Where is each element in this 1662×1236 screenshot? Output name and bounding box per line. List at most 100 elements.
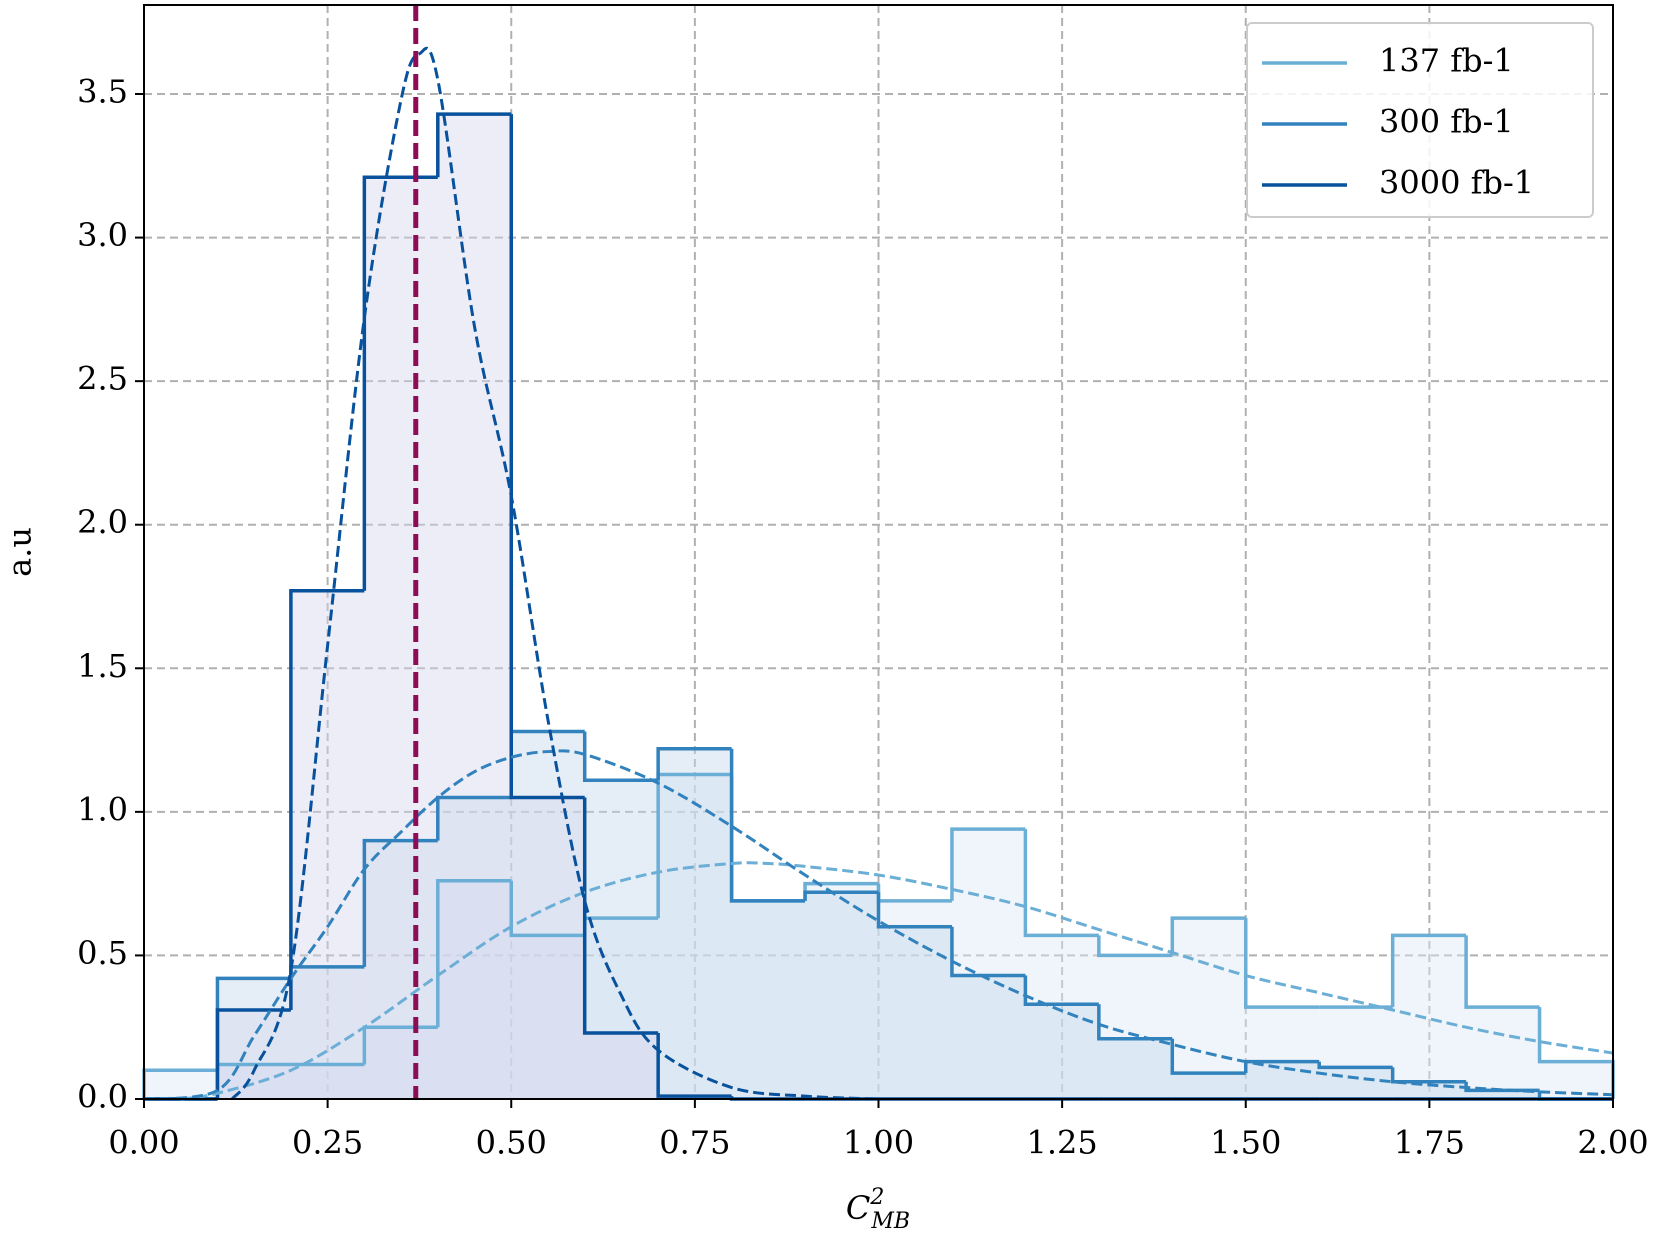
hist-bar-fill: [1245, 1061, 1320, 1099]
hist-bar-fill: [364, 1027, 438, 1099]
hist-step: [656, 1032, 732, 1098]
hist-step: [950, 926, 1026, 978]
axes: 0.00 0.25 0.50 0.75 1.00 1.25 1.50 1.75 2.00 0.0 0…: [77, 4, 1649, 1162]
hist-step: [582, 731, 659, 783]
hist-step: [1317, 1061, 1393, 1070]
hist-bar-fill: [1466, 1007, 1540, 1099]
hist-bar-fill: [1466, 1090, 1540, 1099]
y-tick-label: 3.5: [77, 73, 128, 111]
hist-bar-fill: [290, 966, 365, 1099]
hist-step: [1097, 935, 1173, 958]
y-tick-label: 0.5: [77, 934, 128, 972]
hist-bar-fill: [437, 880, 512, 1099]
hist-bar-fill: [731, 900, 806, 1099]
hist-bar-fill: [805, 883, 879, 1099]
hist-step: [1023, 975, 1099, 1006]
hist-bar-fill: [1172, 918, 1246, 1099]
legend-label: 137 fb-1: [1379, 42, 1514, 80]
hist-step: [215, 1008, 291, 1099]
hist-step: [582, 797, 659, 1035]
hist-bar-fill: [584, 1032, 659, 1099]
x-tick-label: 1.00: [843, 1124, 914, 1162]
hist-step: [876, 892, 952, 929]
hist-bar-fill: [437, 797, 512, 1099]
hist-step: [436, 795, 512, 841]
hist-step: [950, 827, 1026, 901]
hist-bar-fill: [290, 590, 365, 1099]
hist-bar-fill: [1098, 1038, 1173, 1099]
x-label-sub: MB: [870, 1209, 910, 1234]
hist-bar-fill: [511, 797, 585, 1099]
hist-step: [1170, 1038, 1246, 1075]
hist-bar-fill: [878, 900, 952, 1099]
hist-bar-fill: [658, 748, 732, 1099]
hist-bar-fill: [584, 918, 659, 1099]
hist-step: [1390, 1067, 1467, 1084]
x-label-sup: 2: [869, 1185, 884, 1210]
hist-step: [509, 114, 585, 800]
y-tick-label: 1.0: [77, 790, 128, 828]
hist-step: [729, 748, 806, 903]
y-axis-label: a.u: [1, 527, 39, 577]
hist-bar-fill: [805, 892, 879, 1099]
hist-step: [1464, 935, 1540, 1009]
hist-bar-fill: [364, 177, 438, 1100]
hist-step: [656, 746, 732, 781]
hist-bar-fill: [658, 774, 732, 1099]
hist-bar-fill: [1319, 1067, 1393, 1099]
hist-bar-fill: [1392, 935, 1467, 1099]
hist-bar-fill: [290, 1064, 365, 1099]
hist-bar-fill: [144, 1070, 218, 1099]
hist-bar-fill: [1172, 1073, 1246, 1099]
hist-bar-fill: [1245, 1007, 1320, 1099]
hist-step: [1390, 933, 1467, 1008]
hist-bar-fill: [217, 1009, 291, 1099]
fit-curve: [180, 861, 1614, 1101]
x-tick-label: 0.25: [292, 1124, 363, 1162]
hist-bar-fill: [437, 114, 512, 1100]
plot-area: [142, 5, 1615, 1101]
hist-step: [289, 589, 365, 1010]
x-label-base: C: [846, 1189, 870, 1227]
hist-bar-fill: [1025, 935, 1099, 1099]
hist-bar-fill: [878, 926, 952, 1099]
hist-bar-fill: [511, 935, 585, 1099]
hist-bar-fill: [1025, 1004, 1099, 1099]
hist-step: [436, 879, 512, 1028]
y-tick-label: 2.5: [77, 360, 128, 398]
x-tick-label: 2.00: [1577, 1124, 1648, 1162]
legend-label: 300 fb-1: [1379, 103, 1514, 141]
hist-step: [509, 880, 585, 938]
hist-bar-fill: [1098, 955, 1173, 1099]
x-tick-label: 0.50: [476, 1124, 547, 1162]
y-tick-label: 1.5: [77, 647, 128, 685]
x-tick-label: 1.50: [1210, 1124, 1281, 1162]
hist-bar-fill: [511, 731, 585, 1099]
hist-step: [803, 890, 879, 901]
hist-bar-fill: [951, 829, 1026, 1099]
x-tick-label: 1.75: [1394, 1124, 1465, 1162]
hist-step: [729, 774, 806, 903]
y-tick-label: 0.0: [77, 1078, 128, 1116]
hist-step: [1170, 916, 1246, 956]
x-axis-label: C2 MB: [846, 1185, 910, 1234]
hist-bar-fill: [731, 900, 806, 1099]
hist-step: [436, 112, 512, 178]
y-tick-label: 3.0: [77, 216, 128, 254]
hist-bar-fill: [1319, 1007, 1393, 1099]
legend-box: [1246, 22, 1594, 218]
hist-step: [1244, 918, 1320, 1009]
grid: [143, 5, 1614, 1100]
hist-bar-fill: [951, 975, 1026, 1099]
x-tick-label: 0.75: [659, 1124, 730, 1162]
axes-frame: [143, 4, 1614, 1100]
hist-bar-fill: [364, 840, 438, 1099]
fit-curve: [230, 46, 879, 1101]
x-tick-label: 0.00: [108, 1124, 179, 1162]
hist-step: [1023, 829, 1099, 938]
legend-label: 3000 fb-1: [1379, 164, 1534, 202]
x-tick-label: 1.25: [1027, 1124, 1098, 1162]
y-tick-label: 2.0: [77, 503, 128, 541]
